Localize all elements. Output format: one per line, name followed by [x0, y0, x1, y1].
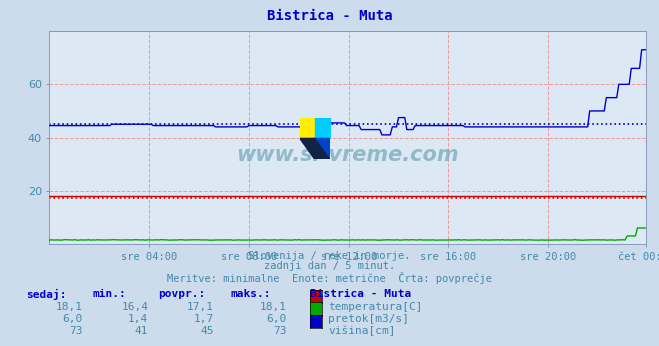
Text: 41: 41 [135, 326, 148, 336]
Text: 1,7: 1,7 [194, 314, 214, 324]
Text: 17,1: 17,1 [187, 302, 214, 312]
Polygon shape [315, 138, 330, 159]
Text: 6,0: 6,0 [62, 314, 82, 324]
Text: višina[cm]: višina[cm] [328, 326, 395, 336]
Text: Bistrica - Muta: Bistrica - Muta [310, 289, 411, 299]
Polygon shape [300, 138, 330, 159]
Text: 16,4: 16,4 [121, 302, 148, 312]
Text: pretok[m3/s]: pretok[m3/s] [328, 314, 409, 324]
Text: povpr.:: povpr.: [158, 289, 206, 299]
Text: www.si-vreme.com: www.si-vreme.com [237, 145, 459, 165]
Text: Bistrica - Muta: Bistrica - Muta [267, 9, 392, 22]
Text: 6,0: 6,0 [266, 314, 287, 324]
Text: 1,4: 1,4 [128, 314, 148, 324]
Text: 73: 73 [69, 326, 82, 336]
Text: maks.:: maks.: [231, 289, 271, 299]
Text: sedaj:: sedaj: [26, 289, 67, 300]
Text: 18,1: 18,1 [260, 302, 287, 312]
Text: Slovenija / reke in morje.: Slovenija / reke in morje. [248, 251, 411, 261]
Text: 45: 45 [201, 326, 214, 336]
Text: 18,1: 18,1 [55, 302, 82, 312]
Text: Meritve: minimalne  Enote: metrične  Črta: povprečje: Meritve: minimalne Enote: metrične Črta:… [167, 272, 492, 284]
Text: zadnji dan / 5 minut.: zadnji dan / 5 minut. [264, 261, 395, 271]
Text: min.:: min.: [92, 289, 126, 299]
Text: 73: 73 [273, 326, 287, 336]
Text: temperatura[C]: temperatura[C] [328, 302, 422, 312]
